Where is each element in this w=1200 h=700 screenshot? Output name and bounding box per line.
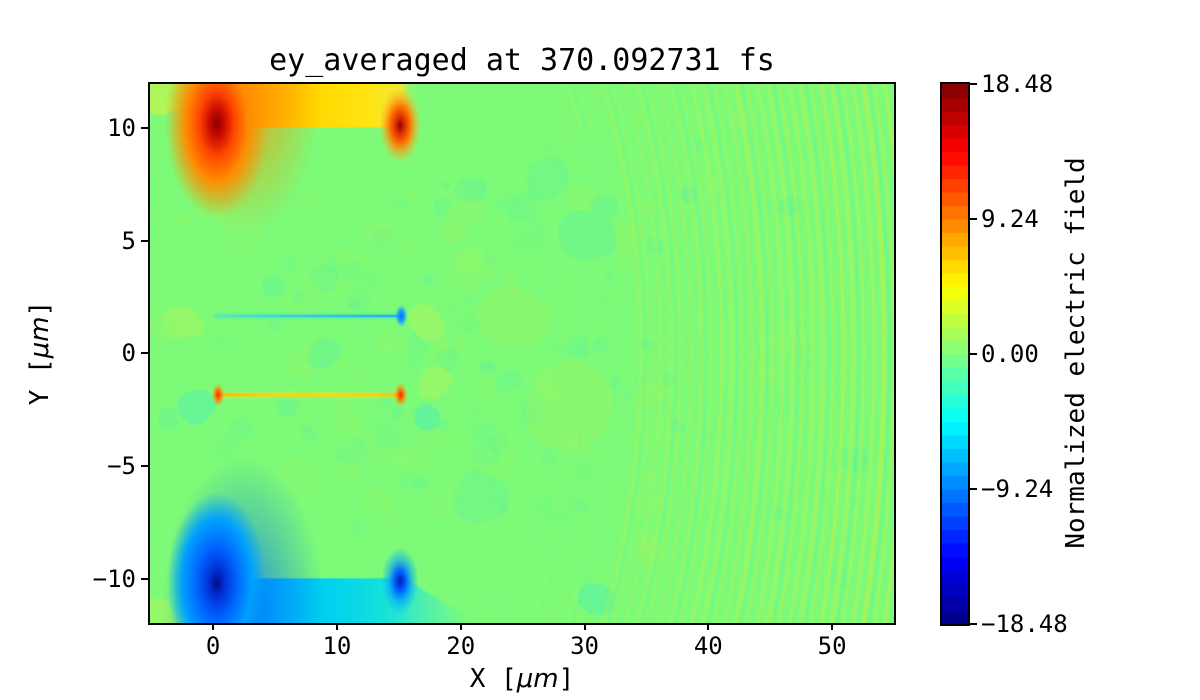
colorbar-tick-mark [970, 83, 977, 85]
colorbar-tick-mark [970, 353, 977, 355]
colorbar-tick-label: 18.48 [981, 70, 1054, 98]
x-tick-mark [212, 623, 215, 630]
colorbar-tick-label: −18.48 [981, 610, 1068, 638]
y-tick-label: −10 [92, 564, 136, 593]
colorbar-tick-label: 0.00 [981, 340, 1039, 368]
colorbar-label: Normalized electric field [1061, 157, 1091, 549]
x-axis-unit: μm [516, 664, 559, 694]
x-tick-label: 10 [322, 632, 352, 660]
y-tick-label: −5 [107, 452, 136, 481]
colorbar-tick-mark [970, 218, 977, 220]
colorbar-tick-mark [970, 623, 977, 625]
y-tick-mark [141, 239, 148, 242]
x-tick-label: 20 [446, 632, 476, 660]
y-tick-label: 10 [107, 113, 136, 142]
x-tick-label: 50 [817, 632, 847, 660]
y-tick-mark [141, 577, 148, 580]
x-axis-label: X [μm] [469, 664, 575, 694]
y-axis-label: Y [μm] [25, 300, 55, 406]
x-tick-label: 0 [205, 632, 221, 660]
colorbar-canvas [942, 84, 968, 624]
colorbar-tick-label: 9.24 [981, 205, 1039, 233]
y-tick-mark [141, 126, 148, 129]
field-heatmap-canvas [150, 84, 894, 623]
x-tick-mark [831, 623, 834, 630]
y-tick-mark [141, 465, 148, 468]
x-tick-mark [459, 623, 462, 630]
x-tick-label: 40 [693, 632, 723, 660]
y-tick-label: 5 [121, 226, 136, 255]
plot-area [148, 82, 896, 625]
plot-title: ey_averaged at 370.092731 fs [269, 43, 775, 78]
x-tick-mark [583, 623, 586, 630]
colorbar-tick-mark [970, 488, 977, 490]
colorbar-tick-label: −9.24 [981, 475, 1054, 503]
x-tick-label: 30 [570, 632, 599, 660]
y-tick-label: 0 [121, 339, 136, 368]
y-axis-unit: μm [25, 316, 55, 359]
colorbar [940, 82, 970, 626]
x-tick-mark [707, 623, 710, 630]
x-tick-mark [335, 623, 338, 630]
y-tick-mark [141, 352, 148, 355]
